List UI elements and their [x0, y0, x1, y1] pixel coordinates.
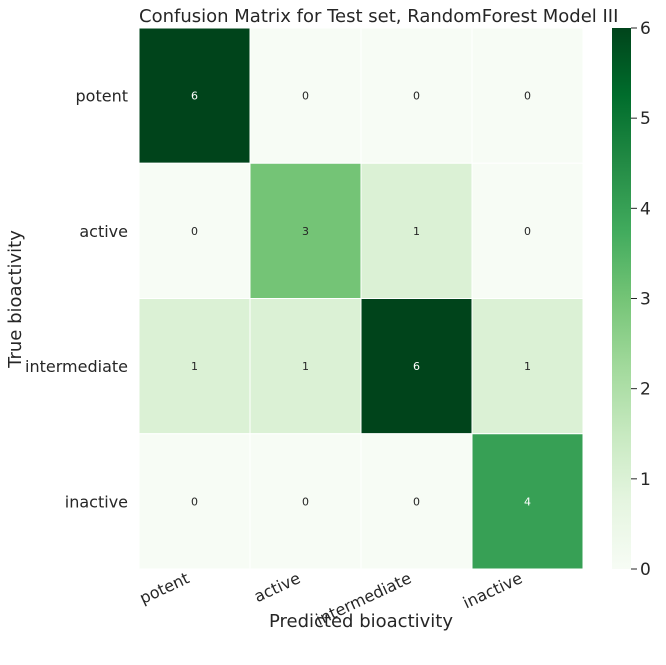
cell-value-label: 6 [413, 360, 420, 373]
heatmap-cell [471, 298, 584, 435]
y-tick-labels: potent active intermediate inactive [25, 87, 128, 512]
heatmap-cell [138, 162, 251, 299]
cell-value-label: 0 [302, 495, 309, 508]
heatmap-cell [471, 433, 584, 570]
heatmap-cells: 6 0 0 00 3 1 01 1 6 10 0 0 4 [138, 27, 584, 570]
cell-value-label: 0 [191, 495, 198, 508]
heatmap-cell [471, 27, 584, 164]
heatmap-cell [138, 433, 251, 570]
chart-title: Confusion Matrix for Test set, RandomFor… [139, 6, 618, 27]
cell-value-label: 3 [302, 225, 309, 238]
colorbar-tick-label: 3 [640, 290, 651, 310]
colorbar-ticks: 0 1 2 3 4 5 6 [631, 19, 651, 580]
cell-value-label: 1 [191, 360, 198, 373]
y-axis-label: True bioactivity [5, 230, 26, 369]
cell-value-label: 0 [413, 90, 420, 103]
heatmap-cell [360, 27, 473, 164]
x-axis-label: Predicted bioactivity [269, 611, 453, 632]
y-tick-label: potent [76, 87, 128, 106]
cell-value-label: 0 [413, 495, 420, 508]
heatmap-cell [138, 27, 251, 164]
y-tick-label: active [79, 222, 128, 241]
cell-value-label: 0 [524, 90, 531, 103]
x-tick-label: inactive [460, 568, 525, 612]
heatmap-cell [249, 162, 362, 299]
cell-value-label: 6 [191, 90, 198, 103]
colorbar-tick-label: 6 [640, 19, 651, 39]
cell-value-label: 0 [191, 225, 198, 238]
cell-value-label: 0 [302, 90, 309, 103]
x-tick-label: potent [137, 568, 193, 607]
heatmap-cell [360, 433, 473, 570]
colorbar [612, 28, 631, 569]
heatmap-cell [471, 162, 584, 299]
colorbar-tick-label: 0 [640, 560, 651, 580]
colorbar-tick-label: 5 [640, 109, 651, 129]
cell-value-label: 1 [413, 225, 420, 238]
x-tick-label: active [251, 568, 303, 606]
colorbar-tick-label: 2 [640, 380, 651, 400]
colorbar-tick-label: 1 [640, 470, 651, 490]
colorbar-tick-label: 4 [640, 199, 651, 219]
cell-value-label: 1 [524, 360, 531, 373]
y-tick-label: inactive [65, 492, 128, 511]
heatmap-cell [249, 27, 362, 164]
cell-value-label: 1 [302, 360, 309, 373]
heatmap-cell [249, 298, 362, 435]
cell-value-label: 4 [524, 495, 531, 508]
y-tick-label: intermediate [25, 357, 128, 376]
cell-value-label: 0 [524, 225, 531, 238]
heatmap-cell [249, 433, 362, 570]
